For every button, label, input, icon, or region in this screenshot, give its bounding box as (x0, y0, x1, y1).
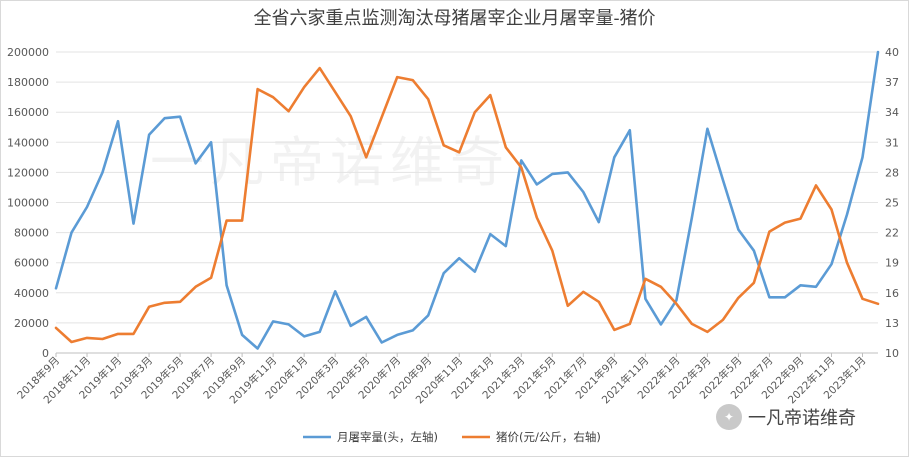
chart-title: 全省六家重点监测淘汰母猪屠宰企业月屠宰量-猪价 (253, 8, 656, 29)
right-tick-label: 25 (885, 197, 899, 210)
right-tick-label: 31 (885, 136, 899, 149)
right-tick-label: 10 (885, 347, 899, 360)
left-tick-label: 140000 (7, 136, 49, 149)
right-tick-label: 28 (885, 166, 899, 179)
legend: 月屠宰量(头，左轴) 猪价(元/公斤，右轴) (303, 430, 601, 444)
right-tick-label: 40 (885, 46, 899, 59)
right-tick-label: 13 (885, 317, 899, 330)
left-tick-label: 100000 (7, 197, 49, 210)
left-tick-label: 120000 (7, 166, 49, 179)
left-tick-label: 60000 (14, 257, 49, 270)
right-tick-label: 16 (885, 287, 899, 300)
series-group (54, 50, 880, 350)
background-watermark: 一凡帝诺维奇 (150, 131, 510, 194)
series-line-1 (54, 50, 880, 350)
wechat-icon: ✦ (716, 404, 742, 430)
right-tick-label: 37 (885, 76, 899, 89)
legend-label-2: 猪价(元/公斤，右轴) (496, 430, 601, 444)
right-tick-label: 34 (885, 106, 899, 119)
right-tick-label: 19 (885, 257, 899, 270)
left-tick-label: 20000 (14, 317, 49, 330)
left-tick-label: 80000 (14, 227, 49, 240)
left-tick-label: 160000 (7, 106, 49, 119)
left-tick-label: 40000 (14, 287, 49, 300)
gridlines (56, 51, 878, 354)
watermark-logo-text: 一凡帝诺维奇 (748, 408, 856, 429)
left-axis-ticks: 0 20000 40000 60000 80000 100000 120000 140000 1… (7, 46, 49, 360)
left-tick-label: 0 (42, 347, 49, 360)
right-tick-label: 22 (885, 227, 899, 240)
x-axis-ticks: 2018年9月2018年11月2019年1月2019年3月2019年5月2019… (14, 353, 869, 406)
legend-label-1: 月屠宰量(头，左轴) (337, 430, 438, 444)
left-tick-label: 180000 (7, 76, 49, 89)
watermark-logo: ✦ 一凡帝诺维奇 (716, 404, 856, 430)
right-axis-ticks: 10 13 16 19 22 25 28 31 34 37 40 (885, 46, 899, 360)
series-line-2 (54, 66, 880, 344)
left-tick-label: 200000 (7, 46, 49, 59)
